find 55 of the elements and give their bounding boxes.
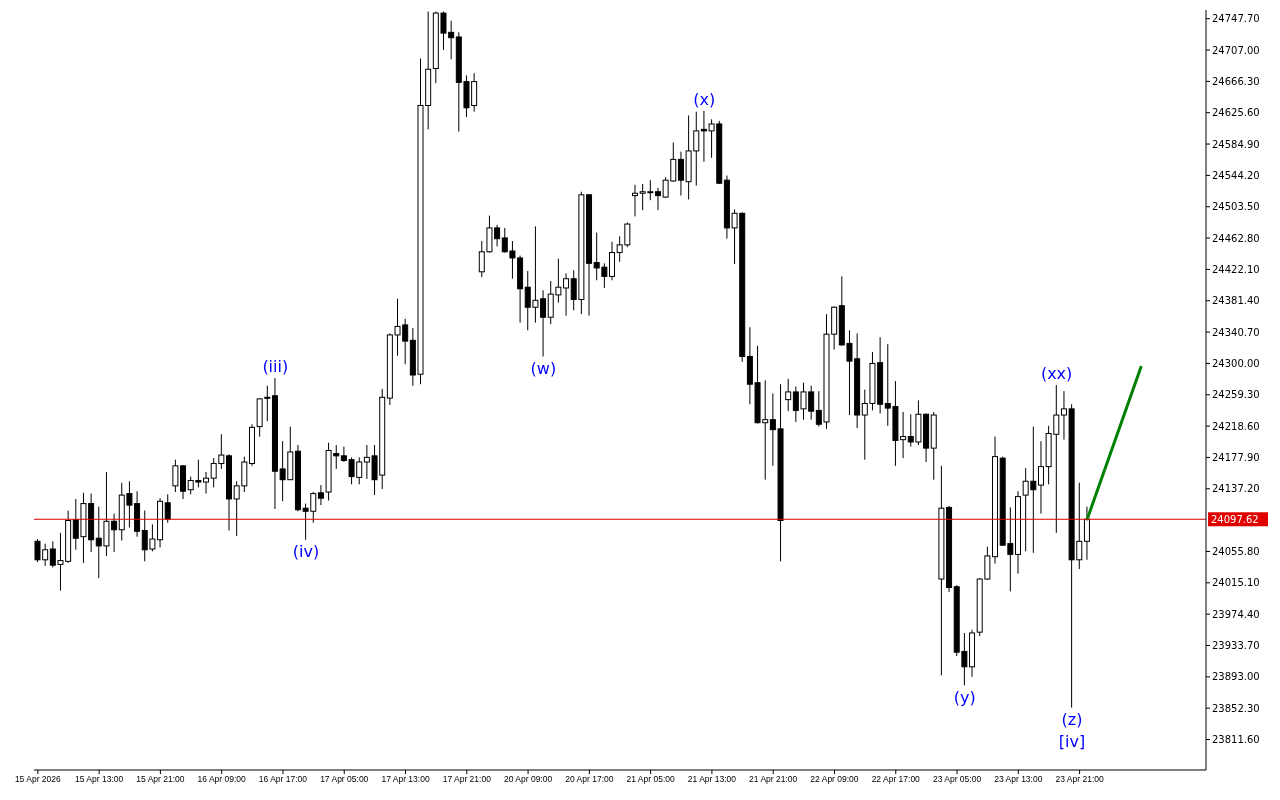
candlestick xyxy=(1083,506,1090,561)
y-tick-label: 24422.10 xyxy=(1212,263,1260,275)
annotation: (iii) xyxy=(262,357,289,377)
annotation: (x) xyxy=(693,89,716,109)
annotation: [iv] xyxy=(1058,732,1086,751)
y-tick-label: 24300.00 xyxy=(1212,357,1260,369)
y-tick-label: 24544.20 xyxy=(1212,169,1260,181)
x-tick-label: 16 Apr 17:00 xyxy=(258,774,308,785)
x-tick-label: 20 Apr 17:00 xyxy=(565,774,614,785)
y-tick-label: 23974.40 xyxy=(1212,608,1260,620)
annotation: (xx) xyxy=(1040,363,1073,383)
y-tick-label: 23893.00 xyxy=(1212,671,1260,683)
x-tick-label: 21 Apr 13:00 xyxy=(687,774,737,785)
y-tick-label: 23811.60 xyxy=(1212,734,1260,746)
x-tick-label: 15 Apr 13:00 xyxy=(75,774,124,785)
y-tick-label: 24625.60 xyxy=(1212,107,1260,119)
y-tick-label: 24015.10 xyxy=(1212,577,1260,589)
y-tick-label: 24259.30 xyxy=(1212,389,1260,401)
y-tick-label: 24666.30 xyxy=(1212,75,1260,87)
candlestick xyxy=(631,184,638,217)
x-tick-label: 22 Apr 09:00 xyxy=(810,774,859,785)
y-tick-label: 24177.90 xyxy=(1212,452,1260,463)
x-tick-label: 20 Apr 09:00 xyxy=(503,774,553,785)
x-tick-label: 16 Apr 09:00 xyxy=(197,774,247,785)
x-tick-label: 17 Apr 13:00 xyxy=(381,774,430,785)
y-tick-label: 24747.70 xyxy=(1212,13,1260,25)
y-tick-label: 23933.70 xyxy=(1212,640,1260,652)
x-tick-label: 23 Apr 05:00 xyxy=(932,774,982,785)
y-tick-label: 24707.00 xyxy=(1212,44,1260,56)
y-tick-label: 24503.50 xyxy=(1212,201,1260,213)
y-tick-label: 24584.90 xyxy=(1212,138,1260,150)
y-tick-label: 24462.80 xyxy=(1212,232,1260,244)
x-tick-label: 15 Apr 2026 xyxy=(14,774,62,785)
x-tick-label: 23 Apr 13:00 xyxy=(994,774,1043,785)
x-tick-label: 21 Apr 05:00 xyxy=(626,774,676,785)
candlestick xyxy=(785,378,792,412)
x-tick-label: 15 Apr 21:00 xyxy=(136,774,185,785)
y-tick-label: 23852.30 xyxy=(1212,702,1260,714)
y-tick-label: 24381.40 xyxy=(1212,295,1260,307)
annotation: (iv) xyxy=(292,542,320,562)
y-tick-label: 24218.60 xyxy=(1212,420,1260,432)
annotation: (y) xyxy=(953,687,976,707)
candlestick xyxy=(609,241,616,281)
x-tick-label: 23 Apr 21:00 xyxy=(1055,774,1104,785)
y-tick-label: 24340.70 xyxy=(1212,326,1260,338)
candlestick xyxy=(164,493,171,524)
y-tick-label: 24055.80 xyxy=(1212,546,1260,558)
x-tick-label: 21 Apr 21:00 xyxy=(749,774,798,785)
annotation: (z) xyxy=(1061,710,1083,729)
x-tick-label: 17 Apr 05:00 xyxy=(320,774,369,785)
y-tick-label: 24137.20 xyxy=(1212,483,1260,495)
x-tick-label: 22 Apr 17:00 xyxy=(871,774,921,785)
annotation: (w) xyxy=(530,358,557,378)
ref-line-label: 24097.62 xyxy=(1211,514,1259,526)
x-tick-label: 17 Apr 21:00 xyxy=(442,774,492,785)
